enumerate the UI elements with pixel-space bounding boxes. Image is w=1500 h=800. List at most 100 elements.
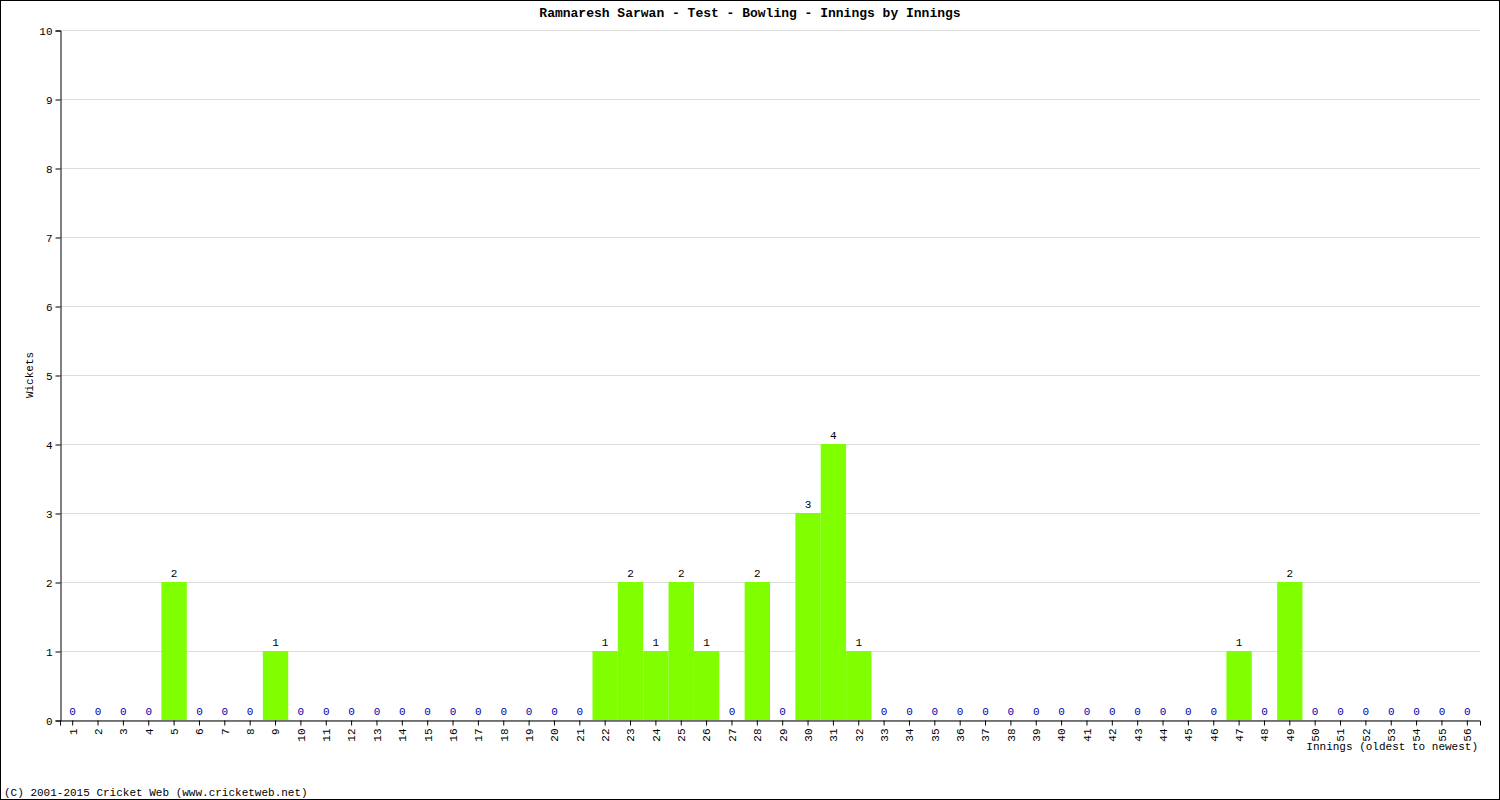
bar bbox=[1074, 720, 1099, 721]
tick-label: 26 bbox=[701, 729, 713, 742]
data-label: 0 bbox=[1109, 706, 1116, 718]
bar bbox=[60, 720, 85, 721]
tick-mark bbox=[1061, 721, 1062, 726]
bar bbox=[440, 720, 465, 721]
tick-label: 49 bbox=[1285, 729, 1297, 742]
bar bbox=[593, 651, 618, 720]
data-label: 1 bbox=[855, 637, 862, 649]
tick-mark bbox=[529, 721, 530, 726]
tick-label: 50 bbox=[1310, 729, 1322, 742]
bar bbox=[846, 651, 871, 720]
bar bbox=[263, 651, 288, 720]
tick-mark bbox=[427, 721, 428, 726]
data-label: 0 bbox=[526, 706, 533, 718]
tick: 26 bbox=[701, 721, 713, 742]
tick: 29 bbox=[778, 721, 790, 742]
tick-label: 10 bbox=[39, 26, 52, 38]
bar bbox=[288, 720, 313, 721]
bar bbox=[212, 720, 237, 721]
bar bbox=[795, 513, 820, 720]
tick: 44 bbox=[1158, 721, 1170, 742]
data-label: 0 bbox=[69, 706, 76, 718]
tick-label: 23 bbox=[625, 729, 637, 742]
tick-mark bbox=[858, 721, 859, 726]
tick: 4 bbox=[144, 721, 156, 736]
tick-mark bbox=[300, 721, 301, 726]
tick-mark bbox=[72, 721, 73, 726]
tick-label: 44 bbox=[1158, 728, 1170, 742]
tick-label: 4 bbox=[144, 728, 156, 735]
data-label: 1 bbox=[272, 637, 279, 649]
tick: 10 bbox=[296, 721, 308, 742]
tick-mark bbox=[909, 721, 910, 726]
data-label: 0 bbox=[145, 706, 152, 718]
tick: 54 bbox=[1411, 721, 1423, 742]
data-label: 0 bbox=[982, 706, 989, 718]
axis-line bbox=[61, 721, 1481, 726]
tick: 1 bbox=[68, 721, 80, 736]
bar bbox=[1024, 720, 1049, 721]
data-label: 1 bbox=[703, 637, 710, 649]
tick-label: 18 bbox=[499, 729, 511, 742]
data-label: 0 bbox=[222, 706, 229, 718]
tick-label: 4 bbox=[46, 440, 53, 452]
data-label: 0 bbox=[1033, 706, 1040, 718]
tick: 31 bbox=[828, 721, 840, 742]
tick: 25 bbox=[676, 721, 688, 742]
bar bbox=[238, 720, 263, 721]
tick-label: 32 bbox=[854, 729, 866, 742]
data-label: 0 bbox=[1388, 706, 1395, 718]
tick-label: 43 bbox=[1133, 729, 1145, 742]
tick: 9 bbox=[46, 95, 61, 107]
tick: 23 bbox=[625, 721, 637, 742]
tick: 3 bbox=[46, 509, 61, 521]
bar bbox=[1379, 720, 1404, 721]
tick: 16 bbox=[448, 721, 460, 742]
data-label: 0 bbox=[374, 706, 381, 718]
bar bbox=[1150, 720, 1175, 721]
tick-mark bbox=[56, 583, 61, 584]
tick: 28 bbox=[752, 721, 764, 742]
data-label: 1 bbox=[653, 637, 660, 649]
tick-mark bbox=[98, 721, 99, 726]
data-labels: 0000200010000000000001212102034100000000… bbox=[69, 430, 1470, 718]
tick-mark bbox=[402, 721, 403, 726]
tick: 4 bbox=[46, 440, 61, 452]
tick-label: 3 bbox=[46, 509, 53, 521]
grid-line bbox=[60, 168, 1480, 169]
tick-label: 9 bbox=[270, 729, 282, 736]
data-label: 0 bbox=[323, 706, 330, 718]
axis-line bbox=[56, 31, 62, 721]
tick-label: 7 bbox=[220, 729, 232, 736]
y-axis: 012345678910 bbox=[39, 26, 61, 728]
tick: 9 bbox=[270, 721, 282, 736]
grid-line bbox=[60, 444, 1480, 445]
tick-mark bbox=[605, 721, 606, 726]
bar bbox=[1176, 720, 1201, 721]
tick: 12 bbox=[346, 721, 358, 742]
x-axis: 1234567891011121314151617181920212223242… bbox=[61, 721, 1481, 742]
bar bbox=[1404, 720, 1429, 721]
tick: 39 bbox=[1031, 721, 1043, 742]
tick-label: 29 bbox=[778, 729, 790, 742]
bar bbox=[1429, 720, 1454, 721]
tick-mark bbox=[56, 514, 61, 515]
tick-mark bbox=[56, 652, 61, 653]
tick-label: 27 bbox=[727, 729, 739, 742]
data-label: 0 bbox=[450, 706, 457, 718]
tick: 17 bbox=[473, 721, 485, 742]
tick: 56 bbox=[1462, 721, 1474, 742]
tick-mark bbox=[275, 721, 276, 726]
tick: 43 bbox=[1133, 721, 1145, 742]
bar bbox=[1277, 582, 1302, 720]
data-label: 0 bbox=[1058, 706, 1065, 718]
tick: 50 bbox=[1310, 721, 1322, 742]
chart: 0123456789101234567891011121314151617181… bbox=[0, 0, 1500, 800]
bar bbox=[390, 720, 415, 721]
tick: 38 bbox=[1006, 721, 1018, 742]
data-label: 2 bbox=[627, 568, 634, 580]
tick-label: 8 bbox=[46, 164, 53, 176]
bar bbox=[1252, 720, 1277, 721]
tick-label: 39 bbox=[1031, 729, 1043, 742]
tick: 48 bbox=[1259, 721, 1271, 742]
